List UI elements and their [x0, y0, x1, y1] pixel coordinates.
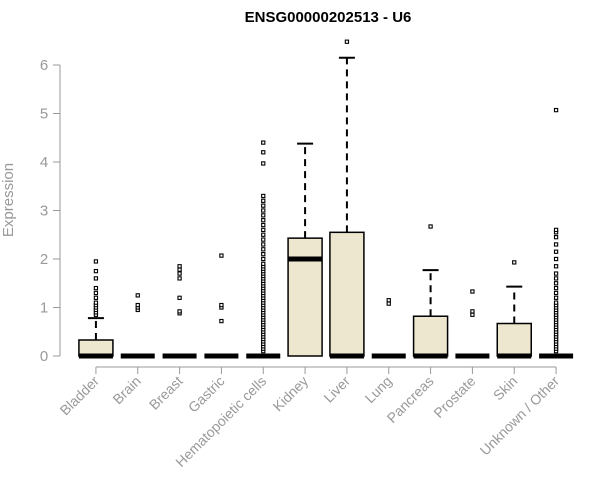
outlier-point [261, 140, 266, 145]
x-tick-label: Unknown / Other [477, 373, 563, 459]
x-tick-label: Brain [109, 373, 143, 407]
box [287, 237, 323, 357]
outlier-point [553, 235, 559, 240]
outlier-point [553, 242, 559, 247]
outlier-point [177, 309, 182, 314]
x-tick-label: Kidney [270, 373, 312, 415]
outlier-point [93, 290, 99, 296]
outlier-point [177, 264, 182, 269]
outlier-point [261, 256, 266, 262]
outlier-point [135, 293, 140, 298]
x-tick-label: Bladder [57, 373, 103, 419]
outlier-point [261, 213, 266, 218]
outlier-point [553, 295, 559, 300]
outlier-point [177, 295, 182, 300]
x-tick-label: Lung [362, 373, 395, 406]
outlier-point [553, 256, 559, 262]
outlier-point [553, 285, 559, 291]
outlier-point [219, 318, 224, 324]
y-tick-label: 1 [40, 300, 48, 317]
outlier-point [261, 161, 266, 166]
outlier-point [261, 232, 266, 237]
outlier-point [93, 268, 99, 274]
outlier-point [261, 247, 266, 252]
outlier-point [261, 208, 266, 213]
x-tick-label: Prostate [430, 373, 478, 421]
box [496, 322, 532, 357]
outlier-point [553, 264, 559, 269]
outlier-point [93, 285, 99, 291]
outlier-point [428, 224, 433, 229]
y-tick-label: 5 [40, 106, 48, 123]
outlier-point [219, 253, 224, 258]
outlier-point [261, 242, 266, 247]
outlier-point [93, 276, 99, 281]
outlier-point [261, 252, 266, 257]
outlier-point [386, 301, 391, 306]
y-tick-label: 3 [40, 203, 48, 220]
outlier-point [177, 271, 182, 276]
outlier-point [177, 276, 182, 281]
chart-title: ENSG00000202513 - U6 [245, 9, 412, 26]
outlier-point [177, 267, 182, 272]
outlier-point [553, 276, 559, 281]
outlier-point [261, 150, 266, 155]
outlier-point [470, 312, 475, 317]
outlier-point [512, 260, 517, 265]
outlier-point [261, 237, 266, 242]
x-tick-label: Liver [320, 373, 353, 406]
y-tick-label: 4 [40, 154, 48, 171]
outlier-point [261, 218, 266, 223]
x-tick-label: Breast [146, 373, 186, 413]
outlier-point [135, 302, 140, 308]
y-axis-label: Expression [0, 163, 17, 237]
outlier-point [261, 227, 266, 233]
outlier-point [219, 302, 224, 308]
box [412, 315, 449, 357]
outlier-point [470, 289, 475, 294]
outlier-point [261, 222, 266, 228]
outlier-point [553, 290, 559, 296]
y-tick-label: 2 [40, 251, 48, 268]
y-tick-label: 0 [40, 348, 48, 365]
outlier-point [93, 300, 99, 305]
outlier-point [386, 298, 391, 303]
y-tick-label: 6 [40, 57, 48, 74]
outlier-point [93, 295, 99, 300]
outlier-point [344, 39, 350, 44]
outlier-point [261, 193, 266, 199]
outlier-point [261, 203, 266, 208]
outlier-point [93, 259, 99, 264]
outlier-point [553, 271, 559, 276]
outlier-point [261, 261, 266, 267]
box [329, 231, 365, 357]
outlier-point [553, 281, 559, 286]
outlier-point [553, 107, 559, 113]
outlier-point [553, 300, 559, 305]
x-tick-label: Skin [490, 373, 521, 404]
x-tick-label: Pancreas [384, 373, 437, 426]
outlier-point [553, 249, 559, 254]
outlier-point [470, 309, 475, 314]
outlier-point [261, 198, 266, 203]
outlier-point [553, 227, 559, 233]
